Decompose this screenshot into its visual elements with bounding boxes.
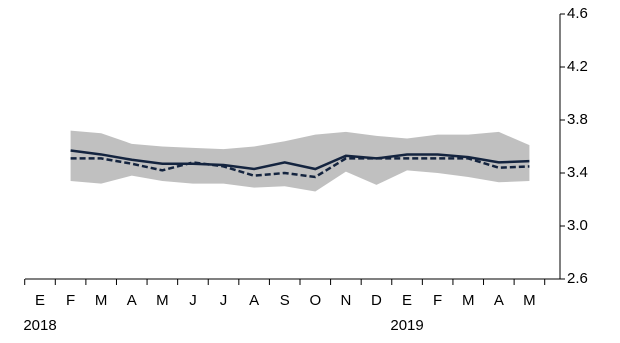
x-tick-label: E xyxy=(402,292,412,309)
x-tick-label: J xyxy=(189,292,197,309)
y-tick-label: 3.0 xyxy=(567,217,588,234)
x-tick-label: M xyxy=(156,292,169,309)
x-tick-label: O xyxy=(309,292,321,309)
x-tick-label: A xyxy=(249,292,259,309)
y-tick-label: 3.4 xyxy=(567,164,588,181)
y-tick-label: 3.8 xyxy=(567,111,588,128)
x-tick-label: M xyxy=(523,292,536,309)
series-line xyxy=(70,157,530,179)
y-tick-label: 2.6 xyxy=(567,270,588,287)
x-tick-label: F xyxy=(433,292,442,309)
y-tick-label: 4.6 xyxy=(567,5,588,22)
year-label: 2018 xyxy=(23,317,56,334)
x-tick-label: E xyxy=(35,292,45,309)
x-tick-label: M xyxy=(462,292,475,309)
x-tick-label: D xyxy=(371,292,382,309)
x-tick-label: M xyxy=(95,292,108,309)
year-label: 2019 xyxy=(390,317,423,334)
x-tick-label: N xyxy=(340,292,351,309)
x-tick-label: F xyxy=(66,292,75,309)
y-tick-label: 4.2 xyxy=(567,58,588,75)
x-tick-label: A xyxy=(127,292,137,309)
x-tick-label: J xyxy=(220,292,228,309)
series-line xyxy=(70,149,530,171)
x-tick-label: S xyxy=(280,292,290,309)
range-band xyxy=(70,130,530,192)
x-tick-label: A xyxy=(494,292,504,309)
